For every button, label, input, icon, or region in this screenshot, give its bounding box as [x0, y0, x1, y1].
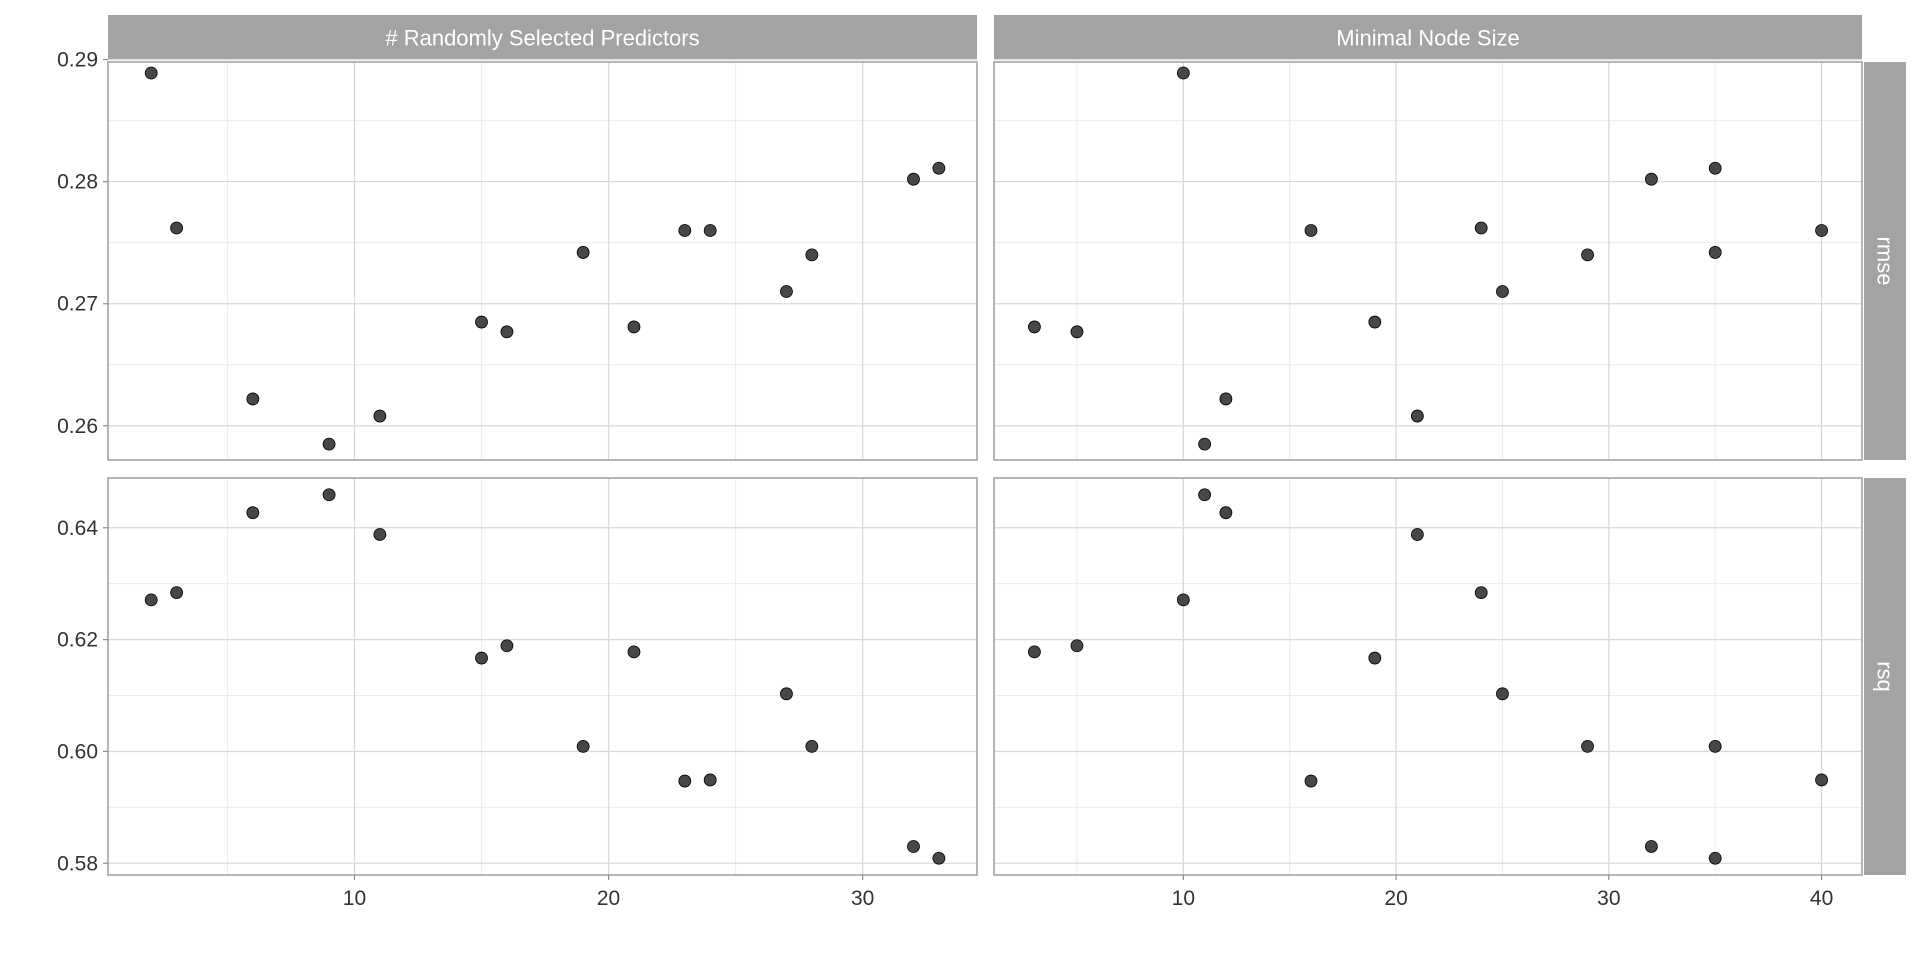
scatter-point — [907, 840, 920, 853]
scatter-point — [1410, 528, 1424, 541]
scatter-point — [144, 593, 158, 607]
scatter-point — [907, 172, 920, 186]
scatter-point — [373, 528, 387, 541]
scatter-point — [246, 392, 260, 406]
scatter-point — [1815, 224, 1828, 237]
y-tick-label: 0.64 — [57, 517, 98, 540]
facet-strip-column-label: Minimal Node Size — [1336, 26, 1519, 51]
scatter-point — [1219, 506, 1233, 520]
scatter-point — [703, 773, 717, 787]
panel-border — [993, 477, 1863, 876]
scatter-point — [170, 586, 184, 600]
x-tick-label: 10 — [343, 887, 366, 910]
scatter-point — [576, 246, 590, 259]
scatter-point — [322, 437, 336, 451]
scatter-point — [627, 645, 641, 659]
x-tick-label: 20 — [1384, 887, 1407, 910]
scatter-point — [1708, 851, 1722, 865]
scatter-point — [1198, 488, 1212, 502]
scatter-point — [475, 651, 488, 665]
x-tick-label: 40 — [1810, 887, 1833, 910]
scatter-point — [1176, 66, 1190, 80]
scatter-point — [1070, 325, 1084, 339]
facet-strip-row — [1864, 478, 1906, 875]
facet-strip-row-label: rmse — [1873, 237, 1898, 286]
scatter-point — [1219, 392, 1233, 406]
scatter-point — [1070, 639, 1084, 653]
facet-strip-column — [108, 15, 977, 60]
scatter-point — [475, 315, 488, 329]
scatter-point — [1815, 773, 1828, 787]
scatter-point — [1176, 593, 1190, 607]
scatter-point — [1304, 774, 1318, 788]
scatter-point — [1708, 161, 1722, 175]
scatter-point — [1644, 840, 1658, 853]
scatter-point — [1474, 221, 1488, 235]
scatter-point — [932, 851, 946, 865]
scatter-point — [1304, 224, 1318, 237]
scatter-point — [1028, 320, 1041, 334]
panel-border — [107, 477, 978, 876]
scatter-point — [678, 774, 692, 788]
y-tick-label: 0.28 — [57, 171, 98, 194]
facet-strip-column — [994, 15, 1862, 60]
scatter-point — [500, 639, 514, 653]
facet-strip-row — [1864, 62, 1906, 460]
scatter-point — [322, 488, 336, 502]
scatter-point — [1581, 248, 1594, 262]
scatter-point — [1028, 645, 1041, 659]
scatter-point — [170, 221, 184, 235]
scatter-point — [246, 506, 260, 520]
scatter-point — [1496, 285, 1509, 298]
x-tick-label: 30 — [851, 887, 874, 910]
y-tick-label: 0.62 — [57, 629, 98, 652]
panel-border — [993, 61, 1863, 461]
panel-background — [108, 478, 977, 875]
scatter-point — [1581, 739, 1594, 753]
scatter-point — [576, 739, 590, 753]
panel-background — [994, 62, 1862, 460]
panel-border — [107, 61, 978, 461]
x-tick-label: 30 — [1597, 887, 1620, 910]
scatter-point — [805, 739, 819, 753]
scatter-point — [373, 409, 387, 423]
facet-strip-column-label: # Randomly Selected Predictors — [385, 26, 699, 51]
scatter-point — [1496, 687, 1509, 701]
scatter-point — [1474, 586, 1488, 600]
scatter-point — [1708, 246, 1722, 259]
scatter-point — [780, 285, 793, 298]
scatter-point — [703, 224, 717, 237]
scatter-point — [1368, 651, 1382, 665]
scatter-point — [1410, 409, 1424, 423]
scatter-point — [932, 161, 946, 175]
y-tick-label: 0.60 — [57, 740, 98, 763]
y-tick-label: 0.26 — [57, 415, 98, 438]
facet-strip-row-label: rsq — [1873, 661, 1898, 692]
scatter-point — [1368, 315, 1382, 329]
scatter-point — [678, 224, 692, 237]
panel-background — [994, 478, 1862, 875]
scatter-point — [1644, 172, 1658, 186]
y-tick-label: 0.58 — [57, 852, 98, 875]
scatter-point — [805, 248, 819, 262]
scatter-point — [1198, 437, 1212, 451]
x-tick-label: 20 — [597, 887, 620, 910]
x-tick-label: 10 — [1172, 887, 1195, 910]
scatter-point — [500, 325, 514, 339]
scatter-point — [1708, 739, 1722, 753]
scatter-point — [627, 320, 641, 334]
y-tick-label: 0.27 — [57, 293, 98, 316]
panel-background — [108, 62, 977, 460]
y-tick-label: 0.29 — [57, 49, 98, 72]
scatter-point — [780, 687, 793, 701]
scatter-point — [144, 66, 158, 80]
